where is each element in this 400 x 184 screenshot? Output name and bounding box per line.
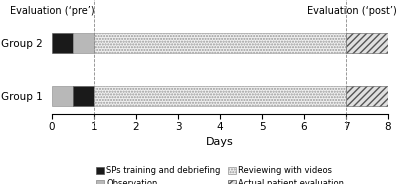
Bar <box>73 86 94 106</box>
Text: Evaluation (‘post’): Evaluation (‘post’) <box>307 6 397 15</box>
Text: Evaluation (‘pre’): Evaluation (‘pre’) <box>10 6 94 15</box>
Bar <box>94 86 346 106</box>
Bar <box>94 33 346 53</box>
Bar <box>73 33 94 53</box>
Bar <box>52 86 73 106</box>
Bar <box>346 86 388 106</box>
Legend: SPs training and debriefing, Observation, Reviewing with videos, Actual patient : SPs training and debriefing, Observation… <box>96 166 344 184</box>
X-axis label: Days: Days <box>206 137 234 147</box>
Bar <box>346 33 388 53</box>
Bar <box>52 33 73 53</box>
